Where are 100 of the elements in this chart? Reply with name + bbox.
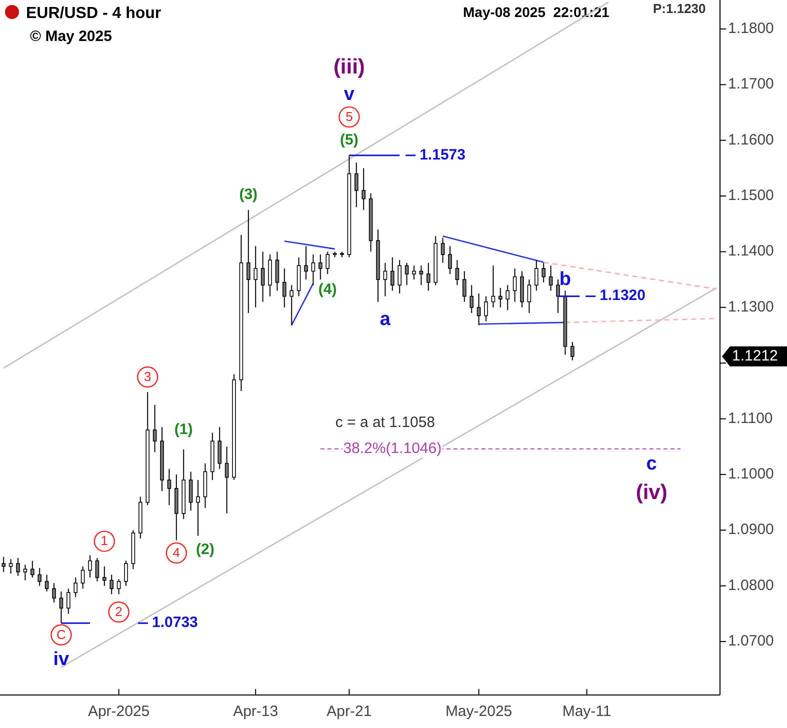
candlestick	[124, 560, 128, 586]
annotation: (3)	[239, 186, 258, 203]
annotation: (iii)	[333, 55, 365, 78]
candlestick	[383, 262, 388, 297]
candlestick	[59, 590, 64, 624]
candlestick	[419, 265, 424, 286]
y-tick-label: 1.1600	[728, 131, 774, 148]
y-tick-label: 1.0900	[728, 521, 774, 538]
y-tick-label: 1.1800	[728, 20, 774, 37]
y-tick-label: 1.1500	[728, 186, 774, 204]
candlestick	[23, 564, 28, 581]
candlestick	[116, 578, 121, 595]
candlestick	[484, 296, 488, 322]
candlestick	[80, 566, 85, 590]
y-tick-label: 1.1300	[728, 298, 774, 316]
annotation: 1.1573	[420, 146, 466, 164]
annotation: 1.0733	[152, 614, 198, 632]
annotation: (2)	[196, 541, 214, 558]
candlestick	[152, 404, 157, 453]
candlestick	[354, 162, 358, 208]
annotation: 5	[346, 108, 353, 124]
annotation: © May 2025	[30, 28, 112, 45]
candlestick	[462, 270, 466, 302]
annotation: 3	[144, 368, 152, 384]
candlestick	[311, 254, 316, 286]
text: 1.1212	[732, 347, 778, 364]
candlestick	[95, 558, 100, 582]
candlestick	[8, 558, 13, 574]
candlestick	[167, 468, 172, 506]
candlestick	[88, 554, 92, 578]
candlestick	[2, 556, 6, 572]
x-tick-label: May-2025	[445, 703, 512, 720]
annotation: 1.1320	[600, 287, 646, 304]
candlestick	[44, 574, 49, 592]
y-tick-label: 1.0700	[728, 632, 774, 650]
candlestick	[390, 256, 394, 292]
candlestick	[74, 576, 78, 598]
candlestick	[110, 574, 114, 595]
candlestick	[548, 265, 553, 292]
candlestick	[570, 341, 574, 361]
annotation: 2	[115, 604, 122, 619]
annotation: 1	[100, 533, 108, 548]
candlestick	[476, 292, 481, 326]
x-tick-label: Apr-21	[326, 703, 372, 720]
y-tick-label: 1.1100	[728, 410, 773, 427]
annotation: P:1.1230	[653, 1, 706, 16]
candlestick	[455, 260, 460, 286]
candlestick	[282, 268, 286, 308]
x-tick-label: May-11	[562, 703, 612, 720]
annotation: (5)	[340, 131, 358, 148]
annotation: c = a at 1.1058	[335, 414, 436, 432]
candlestick	[527, 279, 532, 314]
chart-title: EUR/USD - 4 hour	[26, 5, 162, 22]
y-tick-label: 1.1000	[728, 465, 774, 482]
candlestick	[470, 284, 474, 314]
annotation: (iv)	[636, 480, 668, 504]
candlestick	[246, 209, 250, 314]
candlestick	[556, 279, 560, 314]
annotation: b	[559, 269, 572, 290]
candlestick	[362, 168, 366, 210]
candlestick	[542, 262, 546, 283]
candlestick	[412, 265, 416, 280]
annotation: v	[344, 84, 355, 106]
candlestick	[398, 260, 402, 294]
candlestick	[534, 260, 538, 292]
candlestick	[304, 246, 308, 280]
y-tick-label: 1.1400	[728, 242, 774, 260]
candlestick	[224, 446, 229, 514]
candlestick	[218, 426, 222, 470]
y-tick-label: 1.1700	[728, 76, 774, 93]
annotation: iv	[53, 648, 70, 670]
candlestick	[426, 262, 430, 292]
candlestick	[196, 480, 200, 536]
candlestick	[404, 262, 409, 286]
candlestick	[318, 254, 322, 280]
candlestick	[498, 287, 502, 308]
candlestick	[506, 284, 510, 311]
candlestick	[254, 246, 258, 308]
ref-line-label: 38.2%(1.1046)	[343, 440, 442, 457]
x-tick-label: Apr-2025	[88, 703, 150, 720]
annotation: a	[380, 309, 391, 330]
candlestick	[30, 560, 34, 578]
annotation: (1)	[174, 420, 193, 438]
candlestick	[448, 246, 452, 274]
candlestick	[66, 588, 70, 614]
candlestick	[102, 566, 106, 586]
x-tick-label: Apr-13	[233, 703, 278, 720]
candlestick	[38, 568, 42, 586]
candlestick	[16, 558, 20, 576]
annotation: (4)	[318, 281, 337, 298]
annotation: 4	[172, 544, 180, 560]
candlestick	[260, 251, 265, 302]
chart-subtitle: May-08 2025 22:01:21	[463, 4, 610, 20]
candlestick	[275, 251, 280, 292]
candlestick	[440, 237, 445, 264]
candlestick	[290, 284, 294, 326]
candlestick	[52, 582, 56, 604]
candlestick	[188, 471, 193, 512]
annotation: c	[646, 453, 658, 474]
annotation: C	[56, 626, 66, 642]
